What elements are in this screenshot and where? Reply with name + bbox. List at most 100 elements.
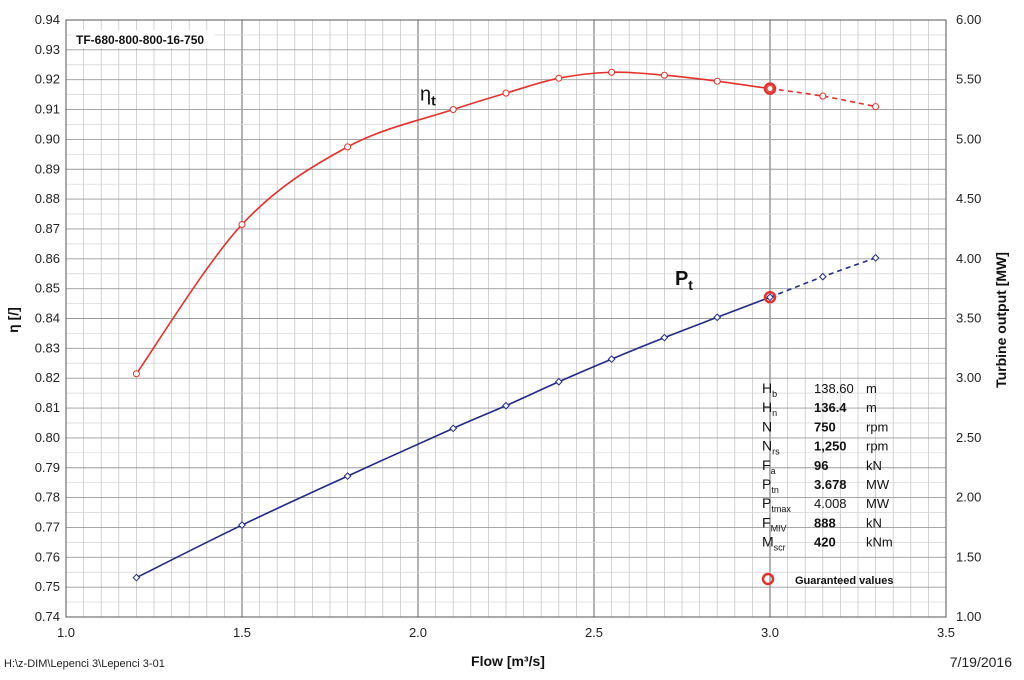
guaranteed-legend: Guaranteed values [761, 572, 893, 587]
y-left-tick-label: 0.77 [35, 519, 60, 534]
y-left-tick-label: 0.80 [35, 430, 60, 445]
y-left-tick-label: 0.79 [35, 460, 60, 475]
y-left-tick-label: 0.83 [35, 340, 60, 355]
param-value: 96 [814, 458, 828, 473]
param-unit: rpm [866, 439, 888, 454]
param-symbol-main: P [762, 476, 771, 492]
param-symbol: Hn [762, 399, 777, 418]
param-symbol: Ptn [762, 476, 779, 495]
y-right-tick-label: 2.00 [956, 490, 981, 505]
param-symbol-sub: n [772, 408, 777, 418]
data-point [872, 103, 880, 111]
param-symbol-sub: rs [772, 447, 780, 457]
param-symbol-main: N [762, 418, 772, 434]
data-point [555, 74, 563, 82]
param-symbol-main: H [762, 380, 772, 396]
data-point [502, 89, 510, 97]
file-path: H:\z-DIM\Lepenci 3\Lepenci 3-01 [4, 658, 165, 670]
data-point [871, 253, 880, 262]
data-point [343, 472, 352, 481]
date-stamp: 7/19/2016 [949, 654, 1012, 670]
y-left-tick-label: 0.92 [35, 72, 60, 87]
data-point [238, 521, 246, 529]
data-point [819, 92, 827, 100]
plot-border [65, 19, 947, 618]
data-point [713, 77, 721, 85]
x-tick-label: 1.5 [233, 625, 251, 640]
param-symbol: Fa [762, 457, 776, 476]
x-tick-label: 3.5 [937, 625, 955, 640]
y-left-tick-label: 0.86 [35, 251, 60, 266]
param-unit: kN [866, 515, 882, 530]
y-left-tick-label: 0.89 [35, 161, 60, 176]
data-point [554, 377, 563, 386]
param-symbol-sub: a [771, 466, 776, 476]
data-point [766, 85, 774, 93]
parameter-table: Hb 138.60 m Hn 136.4 m N 750 rpm Nrs 1,250 rpm Fa 96 k… [762, 380, 893, 553]
param-value: 1,250 [814, 439, 847, 454]
data-point [238, 220, 246, 228]
param-symbol: Nrs [762, 438, 780, 457]
param-symbol-main: F [762, 457, 771, 473]
x-tick-label: 2.0 [409, 625, 427, 640]
param-symbol: Ptmax [762, 495, 791, 514]
y-left-tick-label: 0.88 [35, 191, 60, 206]
y-right-tick-label: 4.00 [956, 251, 981, 266]
param-value: 888 [814, 515, 836, 530]
y-right-tick-label: 1.00 [956, 609, 981, 624]
param-symbol-main: F [762, 514, 771, 530]
y-left-tick-label: 0.93 [35, 42, 60, 57]
y-left-tick-label: 0.75 [35, 579, 60, 594]
y-right-tick-label: 5.50 [956, 72, 981, 87]
param-symbol-sub: MIV [771, 523, 787, 533]
guaranteed-legend-label: Guaranteed values [795, 575, 893, 587]
param-symbol-sub: tmax [771, 504, 791, 514]
param-symbol-main: H [762, 399, 772, 415]
guaranteed-point [763, 290, 777, 304]
series-label: Pt [675, 268, 693, 293]
param-unit: kN [866, 458, 882, 473]
param-value: 420 [814, 535, 836, 550]
param-symbol-main: M [762, 534, 774, 550]
y-left-tick-label: 0.91 [35, 102, 60, 117]
data-point [766, 293, 774, 302]
chart-title-box: TF-680-800-800-16-750 [72, 30, 214, 48]
param-symbol-sub: scr [774, 543, 786, 553]
param-unit: m [866, 381, 877, 396]
param-symbol-sub: b [772, 389, 777, 399]
series-label-symbol: η [420, 84, 431, 106]
series-label-subscript: t [431, 93, 436, 109]
param-unit: m [866, 400, 877, 415]
y-axis-label-left: η [/] [5, 307, 21, 333]
series-layer [132, 68, 880, 582]
y-left-tick-label: 0.94 [35, 12, 60, 27]
y-axis-label-right: Turbine output [MW] [993, 252, 1009, 388]
y-left-tick-label: 0.74 [35, 609, 60, 624]
param-symbol: Hb [762, 380, 777, 399]
param-symbol-sub: tn [771, 485, 779, 495]
param-unit: kNm [866, 535, 893, 550]
y-right-tick-label: 4.50 [956, 191, 981, 206]
y-right-tick-label: 2.50 [956, 430, 981, 445]
y-left-tick-label: 0.87 [35, 221, 60, 236]
param-symbol-main: P [762, 495, 771, 511]
y-right-tick-label: 1.50 [956, 549, 981, 564]
y-right-tick-label: 3.00 [956, 370, 981, 385]
y-left-tick-label: 0.76 [35, 549, 60, 564]
series-label-subscript: t [688, 277, 693, 293]
param-symbol: FMIV [762, 514, 787, 533]
data-point [132, 573, 141, 582]
chart-title: TF-680-800-800-16-750 [76, 33, 204, 47]
param-unit: MW [866, 496, 890, 511]
param-value: 750 [814, 419, 836, 434]
param-value: 3.678 [814, 477, 847, 492]
param-value: 136.4 [814, 400, 847, 415]
param-symbol: N [762, 418, 772, 434]
y-left-tick-label: 0.82 [35, 370, 60, 385]
x-axis-label: Flow [m³/s] [471, 653, 545, 669]
param-unit: MW [866, 477, 890, 492]
data-point [818, 272, 827, 281]
y-left-tick-label: 0.84 [35, 311, 60, 326]
grid [65, 19, 947, 618]
